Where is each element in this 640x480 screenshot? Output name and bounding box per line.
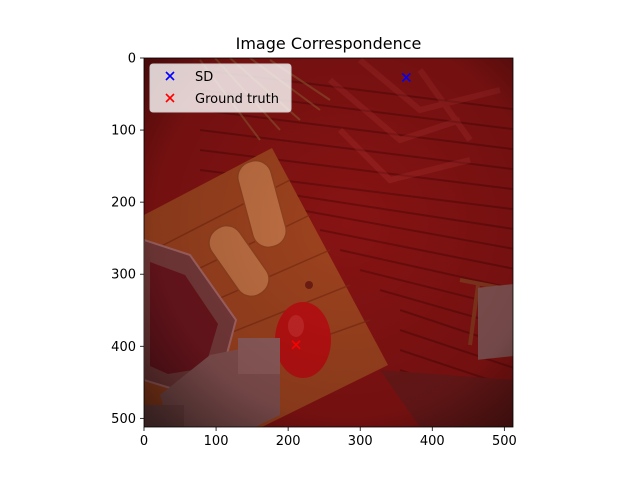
- chart-title: Image Correspondence: [236, 34, 422, 53]
- marker-sd: [401, 72, 411, 83]
- y-axis: 0 100 200 300 400 500: [111, 52, 144, 427]
- legend-box: [149, 63, 292, 113]
- y-tick-label: 100: [111, 124, 136, 139]
- legend: SD Ground truth: [149, 63, 292, 113]
- legend-label-ground-truth: Ground truth: [195, 92, 279, 107]
- x-tick-label: 400: [420, 434, 445, 449]
- x-tick-label: 300: [348, 434, 373, 449]
- y-tick-label: 400: [111, 340, 136, 355]
- background-image: [144, 58, 513, 427]
- marker-ground-truth: [291, 340, 301, 350]
- legend-label-sd: SD: [195, 70, 213, 85]
- x-axis: 0 100 200 300 400 500: [140, 427, 517, 449]
- x-tick-label: 500: [492, 434, 517, 449]
- y-tick-label: 0: [128, 52, 136, 67]
- x-tick-label: 200: [276, 434, 301, 449]
- y-tick-label: 200: [111, 196, 136, 211]
- axes-frame: [143, 57, 514, 428]
- x-tick-label: 100: [204, 434, 229, 449]
- legend-marker-sd: [165, 71, 175, 81]
- y-tick-label: 500: [111, 412, 136, 427]
- data-markers: [291, 72, 411, 350]
- x-tick-label: 0: [140, 434, 148, 449]
- y-tick-label: 300: [111, 268, 136, 283]
- legend-marker-ground-truth: [165, 93, 175, 103]
